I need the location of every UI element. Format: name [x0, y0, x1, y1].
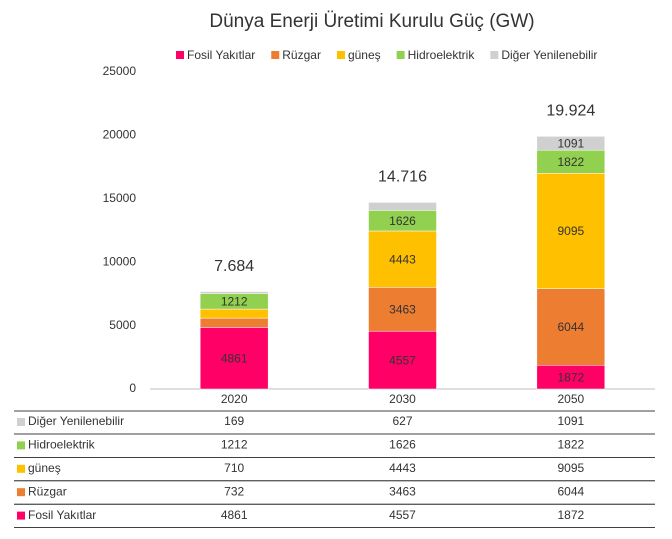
- bar-segment: [536, 288, 606, 366]
- y-tick-label: 20000: [103, 128, 137, 142]
- table-cell: 4443: [389, 461, 416, 475]
- table-row-label: Rüzgar: [28, 484, 67, 498]
- table-cell: 4861: [221, 508, 248, 522]
- data-label: 1822: [557, 155, 584, 169]
- total-label: 7.684: [214, 258, 254, 275]
- y-tick-label: 15000: [103, 191, 137, 205]
- bar-segment: [199, 317, 269, 328]
- table-cell: 1091: [557, 414, 584, 428]
- table-swatch: [17, 464, 25, 473]
- legend-label: Rüzgar: [282, 48, 321, 62]
- table-cell: 1626: [389, 438, 416, 452]
- data-label: 4443: [389, 252, 416, 266]
- y-tick-label: 10000: [103, 254, 137, 268]
- bar-segment: [199, 308, 269, 319]
- legend-label: güneş: [348, 48, 381, 62]
- data-label: 3463: [389, 302, 416, 316]
- data-label: 1212: [221, 295, 248, 309]
- bar-segment: [368, 287, 437, 332]
- chart-title: Dünya Enerji Üretimi Kurulu Güç (GW): [209, 11, 534, 32]
- legend-swatch: [396, 51, 405, 59]
- bar-segment: [368, 330, 437, 390]
- table-cell: 6044: [557, 484, 584, 498]
- table-cell: 169: [224, 414, 244, 428]
- y-tick-label: 25000: [103, 64, 137, 78]
- table-row-label: Hidroelektrik: [28, 438, 96, 452]
- legend-swatch: [271, 51, 280, 59]
- x-tick-label: 2030: [389, 392, 416, 406]
- x-tick-label: 2050: [557, 392, 584, 406]
- table-swatch: [17, 418, 25, 426]
- legend-swatch: [336, 51, 345, 59]
- table-cell: 1822: [557, 438, 584, 452]
- table-swatch: [17, 488, 25, 497]
- x-tick-label: 2020: [221, 392, 248, 406]
- table-cell: 710: [224, 461, 244, 475]
- bar-segment: [536, 173, 606, 289]
- data-label: 1626: [389, 214, 416, 228]
- data-label: 4557: [389, 353, 416, 367]
- table-swatch: [17, 511, 25, 520]
- legend-label: Diğer Yenilenebilir: [501, 48, 597, 62]
- table-cell: 732: [224, 484, 244, 498]
- table-cell: 9095: [557, 461, 584, 475]
- data-label: 4861: [221, 351, 248, 365]
- table-row-label: Fosil Yakıtlar: [28, 508, 96, 522]
- y-tick-label: 0: [129, 381, 136, 395]
- table-swatch: [17, 441, 25, 450]
- table-row-label: Diğer Yenilenebilir: [28, 414, 124, 428]
- legend-label: Fosil Yakıtlar: [187, 48, 255, 62]
- table-cell: 627: [392, 414, 412, 428]
- data-label: 6044: [557, 320, 584, 334]
- legend-label: Hidroelektrik: [408, 48, 476, 62]
- total-label: 19.924: [546, 103, 595, 120]
- bar-segment: [536, 136, 606, 151]
- legend-swatch: [176, 51, 184, 59]
- legend-swatch: [490, 51, 499, 59]
- table-cell: 4557: [389, 508, 416, 522]
- table-row-label: güneş: [28, 461, 61, 475]
- y-tick-label: 5000: [109, 318, 136, 332]
- bar-segment: [199, 327, 269, 390]
- table-cell: 1872: [557, 508, 584, 522]
- data-label: 1091: [557, 136, 584, 150]
- bar-segment: [368, 230, 437, 288]
- data-label: 9095: [557, 224, 584, 238]
- total-label: 14.716: [378, 169, 427, 186]
- data-label: 1872: [557, 370, 584, 384]
- bar-segment: [199, 291, 269, 294]
- table-cell: 1212: [221, 438, 248, 452]
- table-cell: 3463: [389, 484, 416, 498]
- bar-segment: [368, 202, 437, 211]
